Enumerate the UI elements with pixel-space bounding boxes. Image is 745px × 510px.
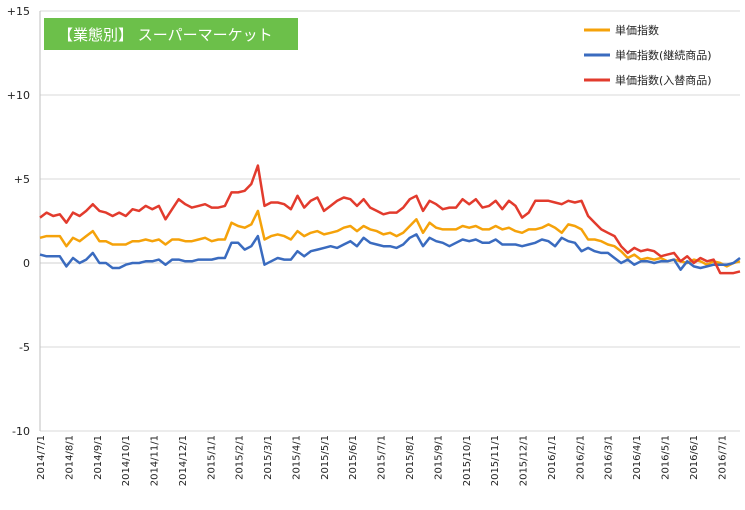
chart-title-box: 【業態別】 スーパーマーケット xyxy=(44,18,298,50)
y-tick-label: +5 xyxy=(14,173,30,186)
x-tick: 2016/6/1 xyxy=(689,435,700,480)
x-tick: 2016/1/1 xyxy=(547,435,558,480)
x-tick-label: 2015/12/1 xyxy=(519,435,530,486)
x-tick: 2014/8/1 xyxy=(64,435,75,480)
gridlines xyxy=(40,10,740,432)
x-tick: 2015/3/1 xyxy=(263,435,274,480)
x-tick: 2014/11/1 xyxy=(150,435,161,486)
x-tick-label: 2014/11/1 xyxy=(150,435,161,486)
x-tick-label: 2014/8/1 xyxy=(64,435,75,480)
x-tick: 2016/7/1 xyxy=(717,435,728,480)
x-axis-ticks: 2014/7/1 2014/8/1 2014/9/1 2014/10/1 2014/11… xyxy=(36,435,728,486)
x-tick-label: 2015/7/1 xyxy=(377,435,388,480)
x-tick-label: 2015/2/1 xyxy=(235,435,246,480)
x-tick-label: 2014/12/1 xyxy=(178,435,189,486)
y-axis-ticks: +15 +10 +5 0 -5 -10 xyxy=(7,5,30,438)
x-tick: 2015/6/1 xyxy=(348,435,359,480)
x-tick: 2015/7/1 xyxy=(377,435,388,480)
chart-title: 【業態別】 スーパーマーケット xyxy=(58,26,273,44)
x-tick-label: 2014/9/1 xyxy=(93,435,104,480)
series-line-1 xyxy=(39,233,741,271)
x-tick-label: 2016/4/1 xyxy=(632,435,643,480)
series-lines xyxy=(39,164,741,275)
x-tick: 2016/4/1 xyxy=(632,435,643,480)
x-tick-label: 2016/3/1 xyxy=(604,435,615,480)
x-tick: 2015/9/1 xyxy=(433,435,444,480)
y-tick-label: -10 xyxy=(12,425,30,438)
x-tick: 2015/4/1 xyxy=(291,435,302,480)
y-tick-label: +15 xyxy=(7,5,30,18)
x-tick-label: 2015/3/1 xyxy=(263,435,274,480)
x-tick: 2014/10/1 xyxy=(121,435,132,486)
x-tick-label: 2016/2/1 xyxy=(575,435,586,480)
legend-label-0: 単価指数 xyxy=(615,23,659,37)
x-tick-label: 2014/10/1 xyxy=(121,435,132,486)
y-tick-label: -5 xyxy=(19,341,30,354)
x-tick: 2016/5/1 xyxy=(660,435,671,480)
x-tick-label: 2016/1/1 xyxy=(547,435,558,480)
x-tick-label: 2015/1/1 xyxy=(206,435,217,480)
chart-title-background xyxy=(44,18,298,50)
x-tick-label: 2015/6/1 xyxy=(348,435,359,480)
x-tick: 2015/5/1 xyxy=(320,435,331,480)
x-tick-label: 2015/9/1 xyxy=(433,435,444,480)
x-tick: 2014/9/1 xyxy=(93,435,104,480)
x-tick-label: 2015/4/1 xyxy=(291,435,302,480)
y-tick-label: +10 xyxy=(7,89,30,102)
x-tick: 2015/8/1 xyxy=(405,435,416,480)
x-tick-label: 2016/5/1 xyxy=(660,435,671,480)
x-tick-label: 2015/8/1 xyxy=(405,435,416,480)
x-tick: 2015/1/1 xyxy=(206,435,217,480)
x-tick: 2015/11/1 xyxy=(490,435,501,486)
legend-label-1: 単価指数(継続商品) xyxy=(615,48,712,62)
x-tick-label: 2015/10/1 xyxy=(462,435,473,486)
y-tick-label: 0 xyxy=(23,257,30,270)
legend-label-2: 単価指数(入替商品) xyxy=(615,73,712,87)
series-line-0 xyxy=(39,209,741,268)
x-tick: 2016/2/1 xyxy=(575,435,586,480)
x-tick: 2016/3/1 xyxy=(604,435,615,480)
x-tick-label: 2015/11/1 xyxy=(490,435,501,486)
x-tick: 2015/2/1 xyxy=(235,435,246,480)
x-tick-label: 2016/6/1 xyxy=(689,435,700,480)
x-tick: 2014/7/1 xyxy=(36,435,47,480)
x-tick-label: 2014/7/1 xyxy=(36,435,47,480)
x-tick: 2015/12/1 xyxy=(519,435,530,486)
x-tick-label: 2016/7/1 xyxy=(717,435,728,480)
x-tick-label: 2015/5/1 xyxy=(320,435,331,480)
x-tick: 2015/10/1 xyxy=(462,435,473,486)
series-line-2 xyxy=(39,164,741,275)
x-tick: 2014/12/1 xyxy=(178,435,189,486)
